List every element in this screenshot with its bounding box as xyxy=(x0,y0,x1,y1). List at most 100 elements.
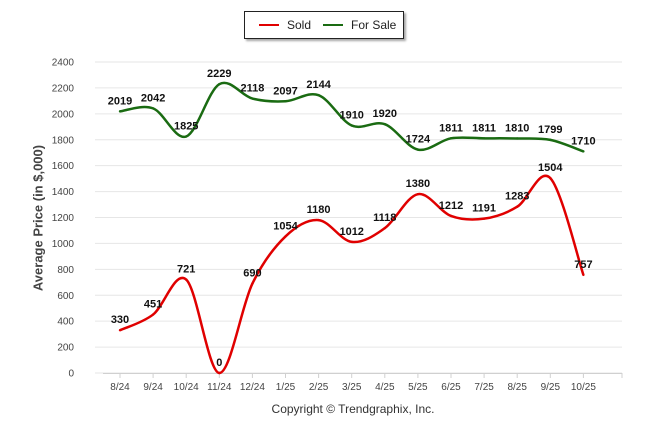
data-point-for-sale xyxy=(582,150,585,153)
data-point-for-sale xyxy=(350,124,353,127)
data-point-for-sale xyxy=(449,137,453,140)
data-point-sold xyxy=(516,205,519,208)
legend-label-for-sale: For Sale xyxy=(351,18,397,32)
data-label-for-sale: 1811 xyxy=(472,122,496,134)
legend-item-for-sale[interactable]: For Sale xyxy=(323,18,396,32)
data-point-for-sale xyxy=(251,97,254,100)
x-tick-label: 4/25 xyxy=(375,382,395,393)
data-label-for-sale: 2118 xyxy=(240,83,264,95)
data-label-for-sale: 2097 xyxy=(273,85,297,97)
x-tick-label: 12/24 xyxy=(240,382,265,393)
series-line-sold xyxy=(119,174,585,375)
data-label-for-sale: 1825 xyxy=(174,121,198,133)
data-point-sold xyxy=(549,176,552,180)
y-tick-label: 1000 xyxy=(52,239,75,250)
data-point-sold xyxy=(185,278,188,281)
x-tick-label: 10/25 xyxy=(571,382,596,393)
legend-swatch-for-sale xyxy=(323,24,343,26)
legend: Sold For Sale xyxy=(244,11,404,39)
data-point-for-sale xyxy=(284,100,287,103)
x-tick-label: 11/24 xyxy=(207,382,232,393)
data-point-sold xyxy=(218,371,221,375)
data-label-sold: 721 xyxy=(177,264,195,276)
x-tick-label: 9/25 xyxy=(541,382,561,393)
data-label-sold: 1191 xyxy=(472,203,496,215)
x-tick-label: 6/25 xyxy=(441,382,461,393)
x-tick-label: 10/24 xyxy=(174,382,199,393)
data-label-sold: 330 xyxy=(111,314,129,326)
data-label-for-sale: 1810 xyxy=(505,122,529,134)
data-point-for-sale xyxy=(151,107,155,110)
data-point-sold xyxy=(251,282,254,285)
data-point-for-sale xyxy=(549,138,552,142)
x-tick-label: 1/25 xyxy=(276,382,296,393)
data-label-sold: 451 xyxy=(144,299,162,311)
y-tick-label: 400 xyxy=(57,317,74,328)
x-tick-label: 5/25 xyxy=(408,382,428,393)
legend-label-sold: Sold xyxy=(287,18,312,32)
data-point-sold xyxy=(383,226,386,230)
data-point-sold xyxy=(482,217,486,220)
x-tick-label: 2/25 xyxy=(309,382,329,393)
legend-swatch-sold xyxy=(259,24,279,26)
data-point-for-sale xyxy=(218,82,221,86)
legend-item-sold[interactable]: Sold xyxy=(259,18,311,32)
data-point-sold xyxy=(582,273,585,277)
y-tick-label: 1600 xyxy=(52,161,75,172)
data-point-sold xyxy=(118,329,122,332)
data-labels: 2019 2042 1825 2229 2118 2097 2144 1910 1920 1724… xyxy=(108,68,596,369)
data-point-sold xyxy=(151,313,155,316)
y-tick-label: 1800 xyxy=(52,135,75,146)
data-label-sold: 757 xyxy=(574,259,592,271)
data-label-sold: 1504 xyxy=(538,162,563,174)
data-point-for-sale xyxy=(317,93,320,97)
data-point-for-sale xyxy=(185,135,188,138)
x-tick-label: 9/24 xyxy=(143,382,163,393)
x-tick-label: 3/25 xyxy=(342,382,362,393)
data-label-for-sale: 1710 xyxy=(571,135,595,147)
y-tick-label: 2000 xyxy=(52,109,75,120)
y-tick-label: 1400 xyxy=(52,187,75,198)
x-tick-label: 8/25 xyxy=(507,382,527,393)
data-point-for-sale xyxy=(118,110,122,113)
data-label-for-sale: 2144 xyxy=(306,79,331,91)
y-axis: 0 200 400 600 800 1000 1200 1400 1600 1800 2000 220… xyxy=(52,58,75,380)
data-label-sold: 1180 xyxy=(307,204,331,216)
data-label-for-sale: 1799 xyxy=(538,124,562,136)
data-label-sold: 1118 xyxy=(373,212,396,224)
data-label-for-sale: 1910 xyxy=(339,109,363,121)
y-tick-label: 2200 xyxy=(52,83,75,94)
y-tick-label: 0 xyxy=(68,369,74,380)
y-tick-label: 200 xyxy=(57,343,74,354)
data-label-sold: 1283 xyxy=(505,191,529,203)
y-tick-label: 800 xyxy=(57,265,74,276)
data-label-for-sale: 1724 xyxy=(406,134,431,146)
data-label-for-sale: 2229 xyxy=(207,68,231,80)
data-label-sold: 1012 xyxy=(339,226,363,238)
y-tick-label: 2400 xyxy=(52,58,75,69)
data-point-for-sale xyxy=(516,137,519,140)
data-label-sold: 1054 xyxy=(273,220,298,232)
data-point-for-sale xyxy=(383,123,386,126)
data-label-sold: 0 xyxy=(216,357,222,369)
y-tick-label: 1200 xyxy=(52,213,75,224)
data-point-sold xyxy=(350,240,353,244)
x-axis: 8/24 9/24 10/24 11/24 12/24 1/25 2/25 3/25 4/25 5… xyxy=(103,373,623,393)
data-point-for-sale xyxy=(416,148,420,151)
data-label-sold: 690 xyxy=(243,268,261,280)
data-point-for-sale xyxy=(482,137,486,140)
y-axis-title: Average Price (in $,000) xyxy=(30,144,46,292)
data-label-for-sale: 2019 xyxy=(108,95,132,107)
x-tick-label: 7/25 xyxy=(474,382,494,393)
data-point-sold xyxy=(449,214,453,218)
data-label-for-sale: 1920 xyxy=(373,108,397,120)
y-tick-label: 600 xyxy=(57,291,74,302)
data-point-sold xyxy=(416,192,420,196)
data-label-sold: 1212 xyxy=(439,200,463,212)
data-point-sold xyxy=(317,218,320,222)
copyright-footer: Copyright © Trendgraphix, Inc. xyxy=(271,402,435,416)
series xyxy=(118,81,585,375)
data-label-for-sale: 2042 xyxy=(141,92,165,104)
x-tick-label: 8/24 xyxy=(110,382,130,393)
